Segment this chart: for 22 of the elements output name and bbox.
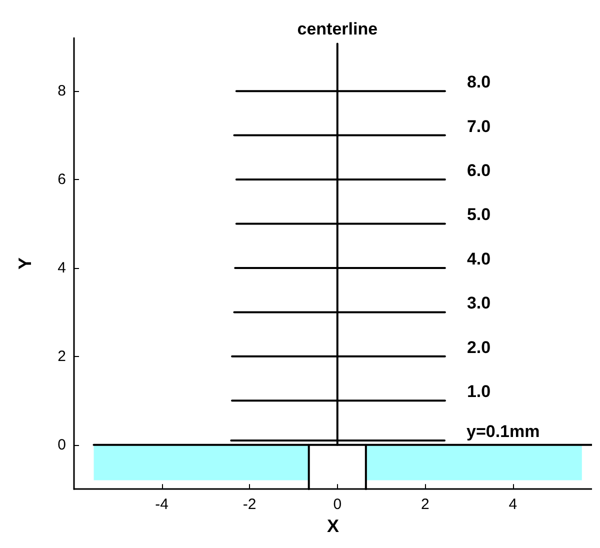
y-tick-label: 2 <box>58 348 66 365</box>
x-tick-label: 4 <box>508 496 518 514</box>
y-axis-title: Y <box>15 258 35 270</box>
y-tick-label: 4 <box>58 259 66 276</box>
series-label: 6.0 <box>466 161 491 180</box>
series-label: 4.0 <box>466 249 491 268</box>
x-tick-label: -2 <box>242 496 256 514</box>
series-label: 3.0 <box>466 294 491 313</box>
series-label: y=0.1mm <box>466 422 540 441</box>
x-axis-title: X <box>326 516 340 536</box>
series-label: 5.0 <box>466 205 491 224</box>
x-tick-label: 2 <box>421 496 430 514</box>
series-label: centerline <box>297 20 378 39</box>
series-label: 7.0 <box>466 116 491 136</box>
y-tick-label: 8 <box>58 82 66 100</box>
x-tick-label: 0 <box>333 496 342 514</box>
x-tick-label: -4 <box>155 496 168 514</box>
y-tick-label: 6 <box>58 171 66 188</box>
series-label: 8.0 <box>466 72 491 92</box>
y-tick-label: 0 <box>58 436 66 454</box>
series-label: 2.0 <box>466 338 491 357</box>
series-label: 1.0 <box>466 382 491 402</box>
